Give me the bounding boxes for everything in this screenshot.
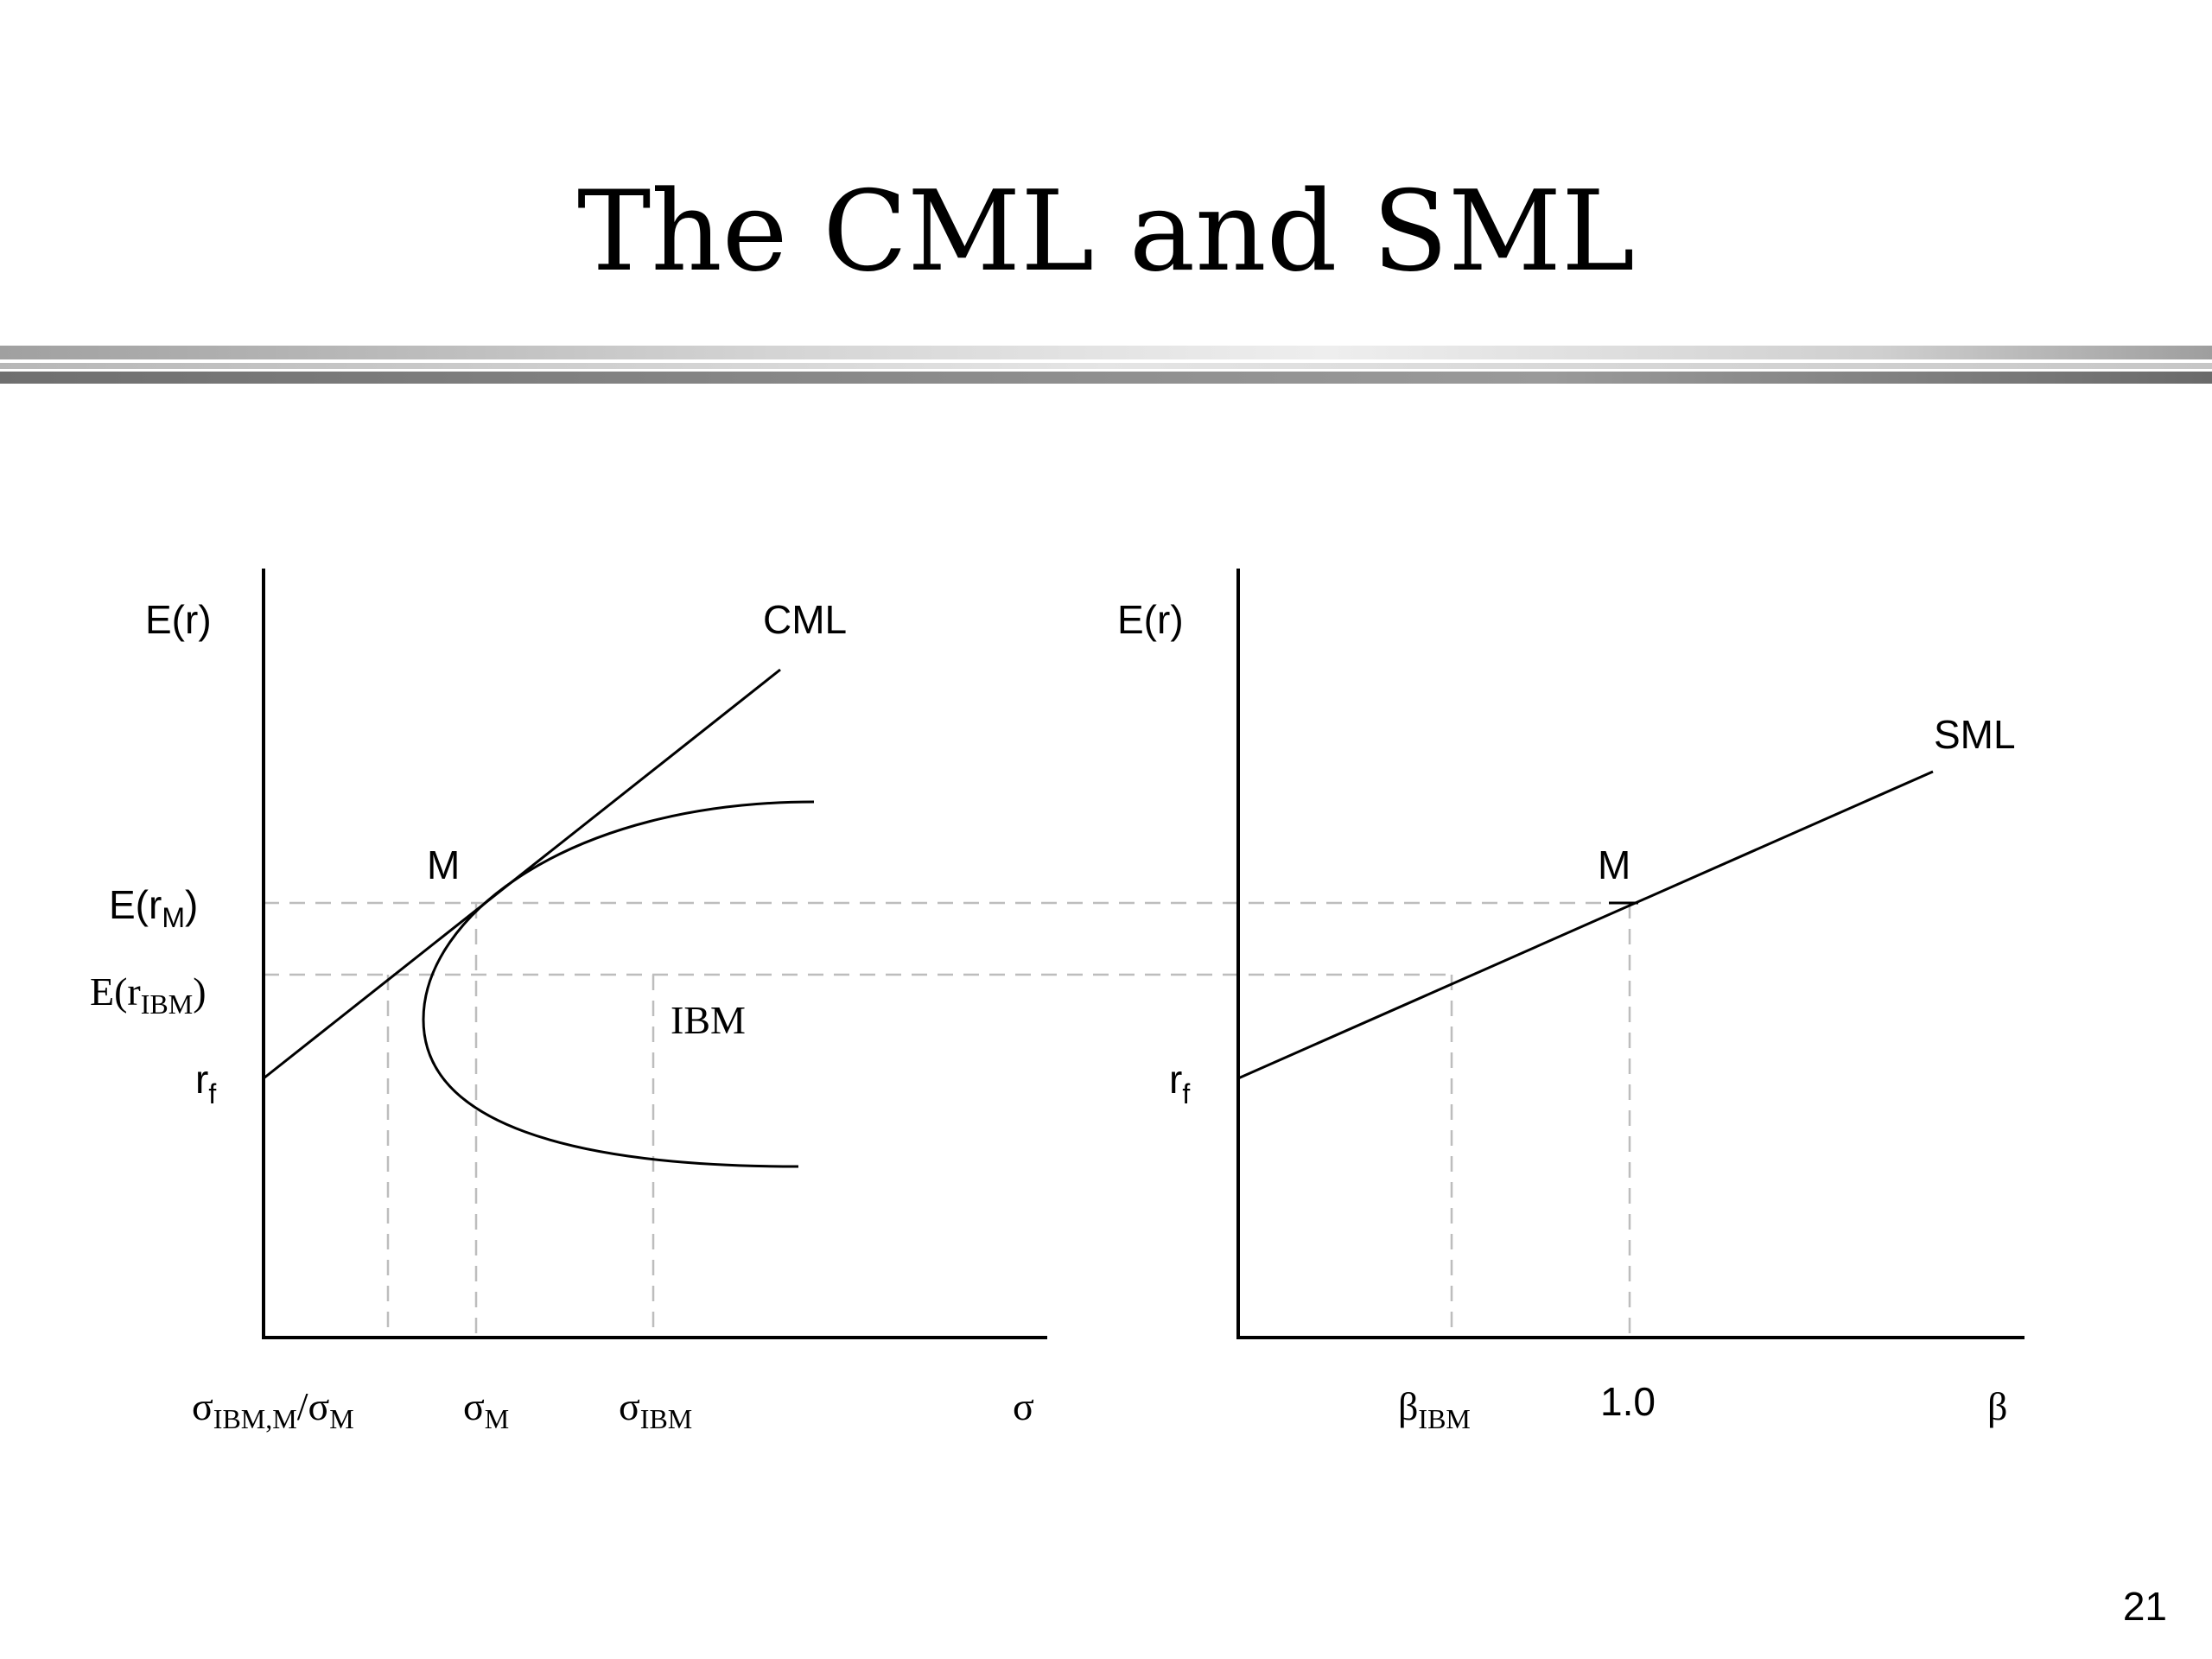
cml-x-tick-sigma-ibm: σIBM (619, 1384, 692, 1434)
title-divider-bottom (0, 372, 2212, 384)
cml-x-axis-label: σ (1013, 1384, 1034, 1428)
sml-y-tick-rf: rf (1169, 1057, 1190, 1109)
cml-x-tick-sigma-ibm-m-over-sigma-m: σIBM,M/σM (192, 1384, 354, 1434)
cml-y-tick-erm: E(rM) (109, 882, 198, 933)
sml-line-label: SML (1934, 712, 2016, 757)
cml-x-tick-sigma-m: σM (463, 1384, 509, 1434)
sml-x-axis-label: β (1987, 1384, 2007, 1428)
page-number: 21 (2122, 1584, 2167, 1629)
sml-x-tick-one: 1.0 (1600, 1379, 1656, 1424)
sml-x-tick-beta-ibm: βIBM (1398, 1384, 1471, 1434)
cml-panel: E(r) CML M IBM E(rM) E(rIBM) rf σIBM,M/σ… (90, 569, 1047, 1434)
ibm-asset-label: IBM (671, 998, 746, 1042)
title-divider-top (0, 346, 2212, 359)
cml-y-tick-rf: rf (195, 1057, 216, 1109)
cml-point-label-m: M (427, 842, 460, 887)
title-divider-middle (0, 363, 2212, 369)
sml-y-axis-label: E(r) (1117, 597, 1184, 642)
cml-line-label: CML (763, 597, 847, 642)
sml-line (1237, 770, 1934, 1080)
efficient-frontier-curve (422, 800, 815, 1168)
cml-y-tick-eribm: E(rIBM) (90, 969, 207, 1020)
slide-title: The CML and SML (576, 168, 1636, 296)
cml-line (263, 668, 781, 1080)
cml-y-axis-label: E(r) (145, 597, 212, 642)
sml-panel: E(r) SML M rf βIBM 1.0 β (1117, 569, 2024, 1434)
sml-point-label-m: M (1598, 842, 1630, 887)
